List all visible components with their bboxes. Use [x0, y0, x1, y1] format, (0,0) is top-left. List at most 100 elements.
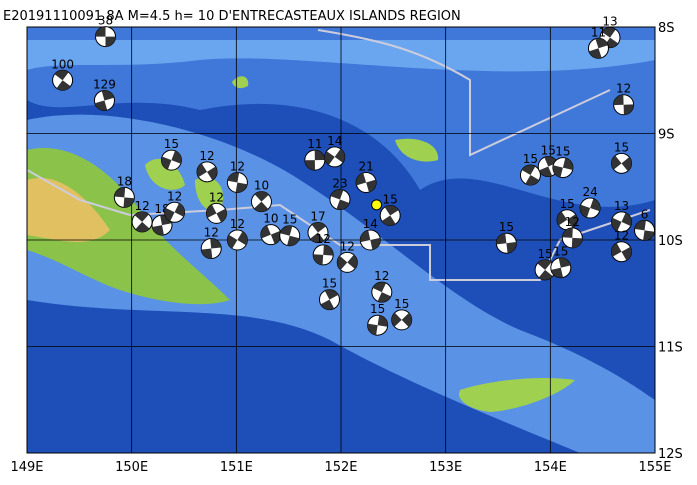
compression-quadrant [360, 230, 381, 250]
focal-mechanism: 11 [587, 25, 609, 59]
compression-quadrant [537, 259, 553, 280]
compression-quadrant [152, 215, 172, 236]
compression-quadrant [201, 238, 222, 259]
compression-quadrant [634, 220, 655, 241]
epicenter [371, 199, 383, 211]
focal-mechanism: 12 [611, 229, 633, 263]
focal-mechanism: 12 [336, 239, 358, 273]
depth-label: 12 [374, 269, 389, 283]
focal-mechanism: 15 [611, 140, 633, 174]
depth-label: 15 [394, 297, 409, 311]
lat-label: 9S [658, 128, 675, 143]
focal-mechanism: 15 [318, 277, 340, 311]
depth-label: 15 [322, 277, 337, 291]
depth-label: 15 [370, 302, 385, 316]
depth-label: 15 [553, 245, 568, 259]
focal-mechanism: 18 [151, 202, 173, 236]
compression-quadrant [391, 312, 412, 328]
compression-quadrant [161, 150, 182, 170]
depth-label: 15 [541, 144, 556, 158]
depth-label: 10 [263, 212, 278, 226]
lat-label: 10S [658, 234, 683, 249]
focal-mechanism: 15 [550, 245, 572, 279]
focal-mechanism: 15 [519, 152, 541, 186]
focal-mechanism: 15 [279, 213, 301, 247]
compression-quadrant [280, 225, 300, 246]
lon-label: 149E [10, 460, 43, 475]
compression-quadrant [310, 222, 326, 243]
depth-label: 15 [164, 137, 179, 151]
lat-label: 11S [658, 341, 683, 356]
lon-label: 155E [638, 460, 671, 475]
compression-quadrant [134, 211, 150, 232]
depth-label: 15 [383, 193, 398, 207]
focal-mechanism: 13 [599, 15, 621, 49]
depth-label: 12 [340, 239, 355, 253]
compression-quadrant [356, 172, 377, 193]
focal-mechanism: 10 [260, 212, 282, 246]
compression-quadrant [94, 90, 115, 111]
depth-label: 12 [199, 149, 214, 163]
compression-quadrant [313, 244, 334, 265]
depth-label: 129 [93, 77, 116, 91]
depth-label: 12 [134, 199, 149, 213]
focal-mechanism: 6 [634, 207, 656, 241]
focal-mechanism: 12 [226, 217, 248, 251]
compression-quadrant [164, 203, 185, 222]
depth-label: 14 [363, 217, 378, 231]
lon-label: 150E [115, 460, 148, 475]
focal-mechanism: 24 [579, 185, 601, 219]
compression-quadrant [367, 315, 388, 336]
compression-quadrant [521, 165, 540, 186]
depth-label: 15 [537, 247, 552, 261]
compression-quadrant [589, 38, 608, 59]
focal-mechanism: 12 [371, 269, 393, 303]
compression-quadrant [613, 94, 634, 115]
compression-quadrant [580, 198, 601, 218]
compression-quadrant [611, 155, 632, 172]
compression-quadrant [227, 231, 248, 249]
land [395, 138, 439, 162]
lat-label: 12S [658, 447, 683, 462]
depth-label: 24 [582, 185, 597, 199]
depth-label: 12 [230, 159, 245, 173]
compression-quadrant [337, 254, 358, 270]
focal-mechanism: 12 [613, 82, 635, 116]
depth-label: 100 [51, 57, 74, 71]
focal-mechanism: 12 [226, 159, 248, 193]
depth-label: 21 [358, 159, 373, 173]
focal-mechanism: 100 [51, 57, 74, 91]
compression-quadrant [372, 282, 391, 303]
depth-label: 13 [602, 15, 617, 29]
focal-mechanism: 14 [359, 217, 381, 251]
depth-label: 12 [614, 229, 629, 243]
focal-mechanism: 15 [552, 145, 574, 179]
focal-mechanism: 12 [561, 215, 583, 249]
compression-quadrant [197, 163, 218, 181]
compression-quadrant [496, 233, 517, 254]
compression-quadrant [611, 212, 632, 231]
depth-label: 18 [117, 174, 132, 188]
lon-label: 151E [220, 460, 253, 475]
compression-quadrant [114, 187, 135, 208]
depth-label: 15 [282, 213, 297, 227]
depth-label: 10 [254, 179, 269, 193]
focal-mechanism: 15 [367, 302, 389, 336]
land [145, 158, 185, 190]
focal-mechanism: 15 [495, 220, 517, 254]
focal-mechanism: 12 [196, 149, 218, 183]
plate-boundary [317, 29, 611, 157]
focal-mechanism: 10 [250, 179, 272, 213]
focal-mechanism: 12 [205, 190, 227, 224]
depth-label: 15 [559, 197, 574, 211]
depth-label: 6 [641, 207, 649, 221]
land [27, 148, 230, 305]
compression-quadrant [611, 243, 632, 261]
depth-label: 15 [614, 140, 629, 154]
land [459, 378, 575, 412]
lon-label: 153E [429, 460, 462, 475]
focal-mechanism: 11 [304, 137, 326, 171]
compression-quadrant [539, 156, 558, 177]
